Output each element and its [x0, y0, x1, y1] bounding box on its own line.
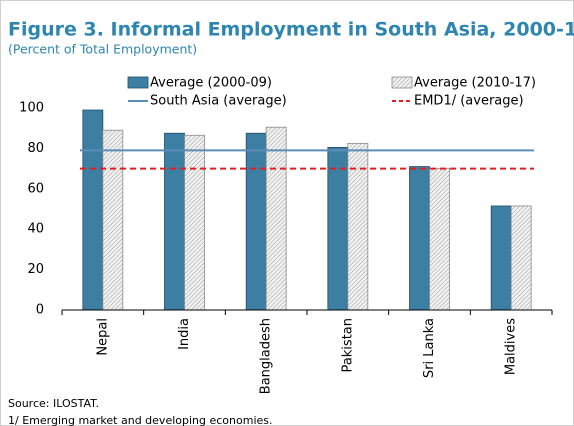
bar	[184, 134, 205, 311]
chart-title: Figure 3. Informal Employment in South A…	[8, 19, 574, 41]
bar	[429, 168, 450, 311]
bar	[510, 205, 532, 311]
bar	[102, 129, 124, 311]
bar	[82, 109, 104, 311]
bar	[265, 126, 287, 311]
legend-label: EMD1/ (average)	[414, 94, 524, 109]
legend-label: South Asia (average)	[150, 94, 287, 109]
legend-swatch	[127, 76, 149, 89]
bar	[164, 132, 185, 311]
x-tick-label: Sri Lanka	[422, 318, 437, 378]
y-tick-label: 20	[27, 262, 44, 277]
y-tick-label: 40	[27, 222, 44, 237]
x-tick-label: Bangladesh	[259, 318, 274, 394]
note: Source: ILOSTAT.	[8, 397, 99, 410]
y-tick-label: 80	[27, 141, 44, 156]
x-tick-label: Pakistan	[340, 318, 355, 372]
note: 1/ Emerging market and developing econom…	[8, 414, 273, 426]
bar	[245, 132, 267, 311]
chart-subtitle: (Percent of Total Employment)	[8, 42, 197, 57]
legend-label: Average (2010-17)	[414, 76, 536, 91]
bar	[490, 205, 512, 311]
x-tick-label: Maldives	[504, 318, 519, 375]
bar	[409, 166, 430, 311]
x-tick-label: Nepal	[95, 318, 110, 356]
y-tick-label: 0	[36, 303, 44, 318]
bar	[327, 146, 349, 311]
y-tick-label: 100	[19, 101, 44, 116]
y-tick-label: 60	[27, 181, 44, 196]
legend-swatch	[391, 76, 413, 89]
x-tick-label: India	[177, 318, 192, 350]
legend-label: Average (2000-09)	[150, 76, 272, 91]
